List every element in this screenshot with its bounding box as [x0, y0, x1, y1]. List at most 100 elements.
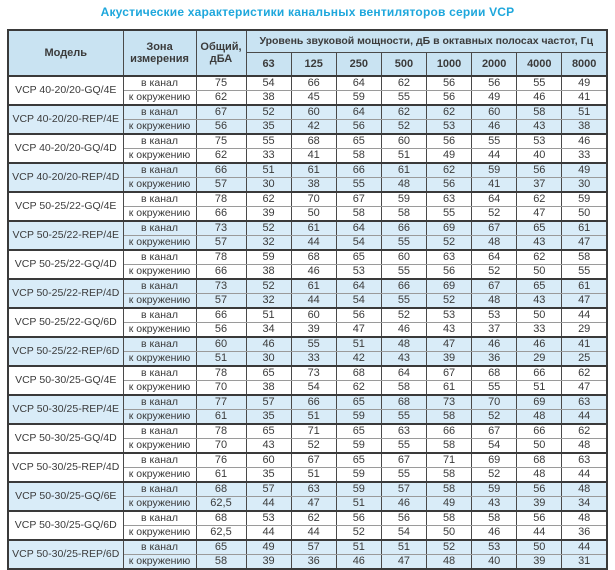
band-level-value: 65: [245, 365, 292, 381]
band-level-value: 69: [425, 278, 473, 294]
band-level-value: 51: [245, 307, 292, 323]
band-level-value: 55: [335, 177, 382, 193]
model-name: VCP 40-20/20-REP/4D: [7, 162, 124, 193]
zone-label: в канал: [122, 481, 197, 497]
header-total-dba: Общий, дБА: [195, 29, 247, 77]
band-level-value: 33: [516, 322, 563, 338]
model-name: VCP 50-25/22-GQ/4D: [7, 249, 124, 280]
band-level-value: 37: [471, 322, 518, 338]
table-row: к окружению 61 35 51 59 55 58 52 48 44: [8, 409, 608, 425]
total-dba-value: 70: [195, 438, 247, 454]
band-level-value: 43: [425, 322, 473, 338]
band-level-value: 58: [380, 206, 428, 222]
band-level-value: 64: [471, 249, 518, 265]
band-level-value: 53: [516, 133, 563, 149]
band-level-value: 70: [471, 394, 518, 410]
band-level-value: 34: [245, 322, 292, 338]
header-freq-125: 125: [290, 52, 337, 77]
header-freq-2000: 2000: [471, 52, 518, 77]
band-level-value: 56: [425, 90, 473, 106]
band-level-value: 29: [561, 322, 608, 338]
band-level-value: 56: [425, 177, 473, 193]
band-level-value: 56: [335, 307, 382, 323]
band-level-value: 48: [561, 438, 608, 454]
band-level-value: 56: [471, 75, 518, 91]
band-level-value: 47: [425, 336, 473, 352]
total-dba-value: 66: [195, 206, 247, 222]
total-dba-value: 75: [195, 133, 247, 149]
band-level-value: 63: [425, 249, 473, 265]
band-level-value: 57: [380, 481, 428, 497]
header-freq-500: 500: [380, 52, 428, 77]
band-level-value: 47: [561, 293, 608, 309]
total-dba-value: 57: [195, 293, 247, 309]
band-level-value: 55: [516, 75, 563, 91]
table-row: VCP 50-25/22-REP/4E в канал 73 52 61 64 66 69 67…: [7, 220, 608, 251]
band-level-value: 59: [335, 409, 382, 425]
zone-label: к окружению: [122, 148, 197, 164]
band-level-value: 43: [380, 351, 428, 367]
band-level-value: 38: [245, 380, 292, 396]
band-level-value: 65: [516, 278, 563, 294]
table-row: к окружению 57 32 44 54 55 52 48 43 47: [8, 235, 608, 251]
band-level-value: 60: [290, 307, 337, 323]
band-level-value: 44: [290, 293, 337, 309]
zone-label: в канал: [122, 394, 197, 410]
table-row: к окружению 51 30 33 42 43 39 36 29 25: [8, 351, 608, 367]
band-level-value: 47: [561, 380, 608, 396]
table-row: к окружению 66 39 50 58 58 55 52 47 50: [8, 206, 608, 222]
band-level-value: 44: [561, 307, 608, 323]
table-row: VCP 50-30/25-GQ/4D в канал 78 65 71 65 63 66 67 6…: [7, 423, 608, 454]
total-dba-value: 62,5: [195, 525, 247, 541]
table-row: VCP 50-30/25-REP/4E в канал 77 57 66 65 68 73 70…: [7, 394, 608, 425]
band-level-value: 55: [380, 438, 428, 454]
zone-label: к окружению: [122, 380, 197, 396]
band-level-value: 52: [290, 438, 337, 454]
band-level-value: 59: [471, 481, 518, 497]
total-dba-value: 66: [195, 162, 247, 178]
total-dba-value: 61: [195, 467, 247, 483]
band-level-value: 50: [516, 438, 563, 454]
band-level-value: 61: [561, 278, 608, 294]
header-band-group: Уровень звуковой мощности, дБ в октавных…: [245, 29, 608, 53]
band-level-value: 25: [561, 351, 608, 367]
band-level-value: 62: [561, 365, 608, 381]
header-row-top: Модель Зона измерения Общий, дБА Уровень…: [7, 29, 608, 77]
band-level-value: 64: [335, 75, 382, 91]
total-dba-value: 78: [195, 249, 247, 265]
band-level-value: 38: [290, 177, 337, 193]
band-level-value: 31: [561, 554, 608, 570]
band-level-value: 51: [335, 496, 382, 512]
band-level-value: 64: [335, 220, 382, 236]
band-level-value: 55: [290, 336, 337, 352]
band-level-value: 47: [380, 554, 428, 570]
band-level-value: 55: [471, 133, 518, 149]
band-level-value: 41: [471, 177, 518, 193]
band-level-value: 55: [380, 90, 428, 106]
band-level-value: 58: [335, 206, 382, 222]
header-model: Модель: [7, 29, 124, 77]
band-level-value: 36: [561, 525, 608, 541]
band-level-value: 30: [245, 177, 292, 193]
band-level-value: 57: [245, 481, 292, 497]
zone-label: в канал: [122, 423, 197, 439]
band-level-value: 46: [245, 336, 292, 352]
band-level-value: 64: [335, 278, 382, 294]
total-dba-value: 78: [195, 423, 247, 439]
band-level-value: 63: [290, 481, 337, 497]
total-dba-value: 75: [195, 75, 247, 91]
zone-label: к окружению: [122, 554, 197, 570]
band-level-value: 44: [290, 525, 337, 541]
band-level-value: 67: [425, 365, 473, 381]
band-level-value: 52: [471, 264, 518, 280]
model-name: VCP 50-30/25-REP/6D: [7, 539, 124, 570]
band-level-value: 59: [245, 249, 292, 265]
band-level-value: 44: [516, 525, 563, 541]
band-level-value: 48: [425, 554, 473, 570]
total-dba-value: 68: [195, 510, 247, 526]
table-row: к окружению 56 34 39 47 46 43 37 33 29: [8, 322, 608, 338]
model-name: VCP 50-25/22-REP/4E: [7, 220, 124, 251]
band-level-value: 51: [561, 104, 608, 120]
table-row: VCP 40-20/20-GQ/4E в канал 75 54 66 64 62 56 56 5…: [7, 75, 608, 106]
